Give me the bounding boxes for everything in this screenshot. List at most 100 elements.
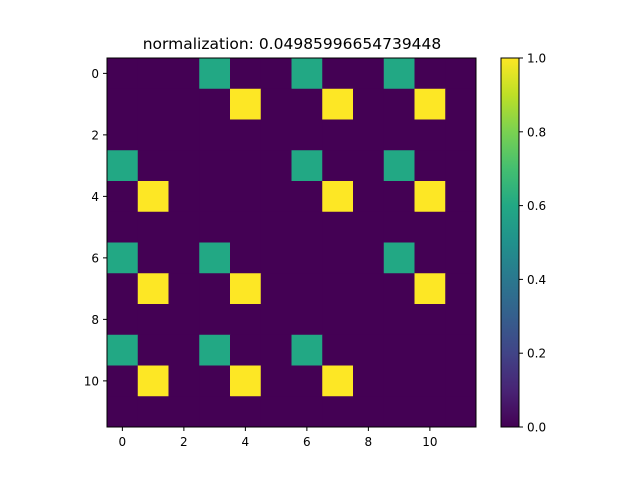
heatmap-cell bbox=[445, 396, 477, 428]
heatmap-cell bbox=[291, 119, 323, 151]
heatmap-cell bbox=[322, 181, 354, 213]
heatmap-cell bbox=[199, 211, 231, 243]
heatmap-cell bbox=[322, 242, 354, 274]
heatmap-cell bbox=[230, 211, 262, 243]
heatmap-cell bbox=[137, 211, 169, 243]
heatmap-cell bbox=[168, 211, 200, 243]
heatmap-cell bbox=[168, 181, 200, 213]
heatmap-cell bbox=[353, 334, 385, 366]
heatmap-cell bbox=[353, 119, 385, 151]
heatmap-cell bbox=[168, 396, 200, 428]
heatmap-cell bbox=[414, 88, 446, 120]
heatmap-cell bbox=[291, 365, 323, 397]
x-tick-label: 2 bbox=[180, 435, 188, 449]
colorbar-tick-label: 0.4 bbox=[527, 273, 546, 287]
heatmap-cell bbox=[260, 242, 292, 274]
heatmap-cell bbox=[137, 365, 169, 397]
heatmap-cell bbox=[230, 304, 262, 336]
heatmap-cell bbox=[137, 396, 169, 428]
heatmap-cell bbox=[260, 304, 292, 336]
heatmap-cell bbox=[137, 150, 169, 182]
heatmap-cell bbox=[414, 334, 446, 366]
heatmap-cell bbox=[414, 242, 446, 274]
heatmap-cell bbox=[445, 242, 477, 274]
heatmap-cell bbox=[414, 396, 446, 428]
heatmap-cell bbox=[414, 304, 446, 336]
heatmap-cell bbox=[383, 304, 415, 336]
heatmap-cell bbox=[322, 304, 354, 336]
heatmap-cell bbox=[107, 273, 139, 305]
heatmap-cell bbox=[107, 396, 139, 428]
heatmap-cell bbox=[168, 273, 200, 305]
heatmap-cell bbox=[260, 181, 292, 213]
heatmap-cell bbox=[445, 304, 477, 336]
heatmap-cell bbox=[230, 334, 262, 366]
heatmap-cell bbox=[137, 242, 169, 274]
heatmap-cell bbox=[199, 304, 231, 336]
heatmap-cell bbox=[414, 211, 446, 243]
heatmap-cell bbox=[383, 396, 415, 428]
heatmap-cell bbox=[383, 119, 415, 151]
heatmap-cell bbox=[260, 88, 292, 120]
heatmap-cell bbox=[107, 181, 139, 213]
heatmap-cell bbox=[230, 119, 262, 151]
heatmap-cell bbox=[291, 242, 323, 274]
heatmap-cell bbox=[107, 242, 139, 274]
heatmap-cell bbox=[445, 273, 477, 305]
x-tick-label: 8 bbox=[365, 435, 373, 449]
heatmap-cell bbox=[199, 273, 231, 305]
heatmap-cell bbox=[199, 181, 231, 213]
y-tick-label: 10 bbox=[84, 374, 99, 388]
heatmap-cell bbox=[383, 334, 415, 366]
heatmap-cell bbox=[414, 365, 446, 397]
heatmap-cell bbox=[137, 181, 169, 213]
heatmap-cell bbox=[291, 150, 323, 182]
heatmap-cell bbox=[353, 211, 385, 243]
heatmap-cell bbox=[445, 211, 477, 243]
heatmap-cell bbox=[322, 119, 354, 151]
heatmap-cell bbox=[230, 58, 262, 90]
heatmap-cell bbox=[168, 304, 200, 336]
heatmap-cell bbox=[137, 119, 169, 151]
heatmap-cell bbox=[353, 273, 385, 305]
heatmap-cell bbox=[199, 242, 231, 274]
heatmap-cell bbox=[230, 150, 262, 182]
x-tick-label: 6 bbox=[303, 435, 311, 449]
heatmap-cell bbox=[322, 273, 354, 305]
colorbar-tick-label: 1.0 bbox=[527, 52, 546, 66]
heatmap-cell bbox=[291, 58, 323, 90]
heatmap-cell bbox=[137, 58, 169, 90]
heatmap-cell bbox=[260, 365, 292, 397]
heatmap-cell bbox=[383, 88, 415, 120]
heatmap-cell bbox=[260, 273, 292, 305]
heatmap-cell bbox=[353, 58, 385, 90]
heatmap-cell bbox=[353, 365, 385, 397]
x-axis: 0 2 4 6 8 10 bbox=[119, 427, 438, 449]
heatmap-cell bbox=[383, 242, 415, 274]
heatmap-cell bbox=[353, 150, 385, 182]
colorbar-tick-label: 0.6 bbox=[527, 199, 546, 213]
chart-title: normalization: 0.04985996654739448 bbox=[143, 35, 442, 53]
heatmap-cell bbox=[230, 396, 262, 428]
heatmap-cell bbox=[230, 88, 262, 120]
heatmap-cell bbox=[107, 119, 139, 151]
heatmap-cell bbox=[445, 58, 477, 90]
x-tick-label: 0 bbox=[119, 435, 127, 449]
heatmap-cell bbox=[168, 365, 200, 397]
heatmap-cell bbox=[414, 150, 446, 182]
heatmap-cell bbox=[230, 273, 262, 305]
heatmap-cell bbox=[260, 334, 292, 366]
heatmap-cell bbox=[168, 334, 200, 366]
colorbar bbox=[500, 57, 520, 428]
heatmap-cell bbox=[353, 181, 385, 213]
y-axis: 0 2 4 6 8 10 bbox=[84, 67, 107, 388]
heatmap-cell bbox=[414, 58, 446, 90]
y-tick-label: 0 bbox=[91, 67, 99, 81]
plot-frame bbox=[106, 57, 477, 428]
heatmap-cell bbox=[230, 242, 262, 274]
heatmap-cell bbox=[168, 58, 200, 90]
heatmap-cell bbox=[260, 396, 292, 428]
heatmap-cell bbox=[291, 396, 323, 428]
heatmap-cell bbox=[383, 58, 415, 90]
